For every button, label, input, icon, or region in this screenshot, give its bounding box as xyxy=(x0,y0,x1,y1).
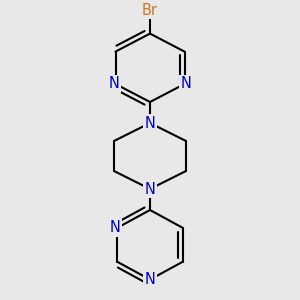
Text: N: N xyxy=(145,116,155,130)
Text: N: N xyxy=(181,76,191,92)
Text: N: N xyxy=(145,272,155,287)
Text: N: N xyxy=(145,182,155,196)
Text: Br: Br xyxy=(142,3,158,18)
Text: N: N xyxy=(109,76,119,92)
Text: N: N xyxy=(110,220,121,236)
